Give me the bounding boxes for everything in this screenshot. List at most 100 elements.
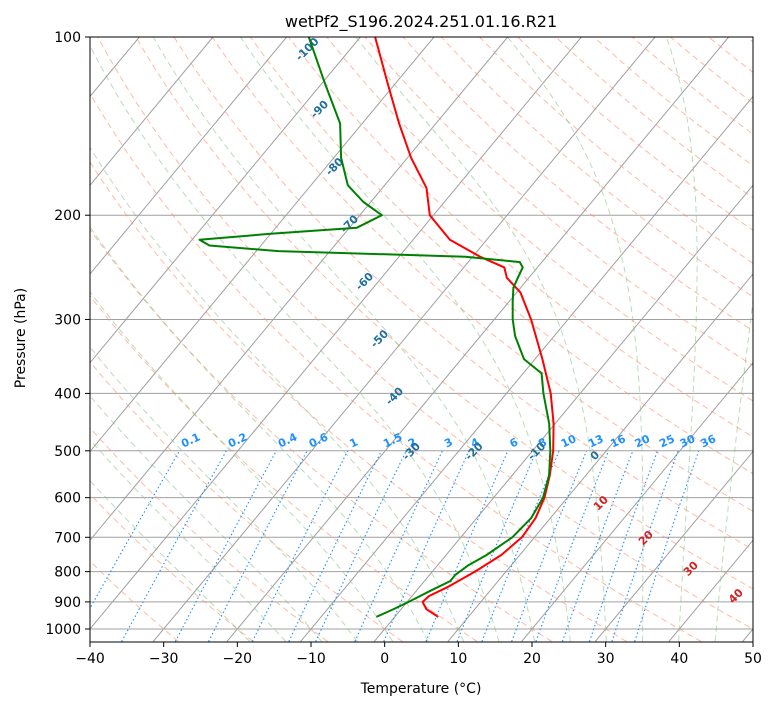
isotherm-line	[90, 37, 214, 187]
thetaw-label: 10	[591, 493, 611, 513]
mixing-ratio-line	[481, 450, 560, 642]
x-tick-label: −30	[149, 651, 179, 667]
y-tick-label: 400	[54, 386, 81, 402]
moist-adiabat	[90, 346, 358, 642]
isotherm-line	[226, 37, 730, 642]
thetae-label: -70	[338, 212, 361, 235]
thetae-label: -90	[308, 98, 331, 121]
isotherm-line	[521, 361, 753, 642]
mixing-ratio-line	[561, 450, 634, 642]
mixing-ratio-line	[535, 450, 610, 642]
mixing-ratio-line	[251, 450, 349, 642]
moist-adiabat	[90, 226, 429, 642]
chart-title: wetPf2_S196.2024.251.01.16.R21	[285, 12, 557, 32]
moist-adiabat	[90, 291, 394, 642]
profiles	[198, 37, 555, 618]
x-tick-label: 50	[744, 651, 762, 667]
isotherm-line	[90, 37, 582, 630]
moist-adiabat	[239, 37, 571, 642]
dry-adiabat	[90, 427, 329, 642]
background-lines	[0, 37, 753, 642]
y-tick-label: 800	[54, 565, 81, 581]
isotherm-line	[90, 37, 509, 542]
moist-adiabat	[665, 37, 698, 642]
moist-adiabat	[152, 37, 536, 642]
dry-adiabat	[90, 228, 553, 642]
dry-adiabat	[288, 37, 753, 438]
mixing-ratio-label: 0.4	[276, 430, 299, 450]
dry-adiabat	[90, 560, 179, 642]
y-tick-label: 200	[54, 208, 81, 224]
background-labels: 0.1 0.2 0.4 0.6 1 1.5 2 3 4 6 8 10 13 16 20 25 30 36-100-…	[179, 37, 746, 606]
mixing-ratio-line	[174, 450, 277, 642]
moist-adiabat	[507, 37, 644, 642]
mixing-ratio-label: 0.6	[307, 430, 330, 450]
mixing-ratio-label: 0.1	[179, 430, 202, 450]
mixing-ratio-line	[90, 450, 180, 610]
moist-adiabat	[90, 44, 500, 642]
isotherm-line	[90, 37, 288, 275]
mixing-ratio-line	[456, 450, 538, 642]
dry-adiabat	[97, 37, 753, 630]
thetaw-label: 40	[726, 586, 746, 606]
thetae-label: -30	[400, 440, 423, 463]
y-tick-label: 300	[54, 312, 81, 328]
dry-adiabat	[708, 37, 753, 73]
mixing-ratio-label: 10	[559, 432, 579, 450]
isotherm-line	[90, 37, 361, 364]
y-tick-label: 100	[54, 30, 81, 46]
x-tick-label: −20	[223, 651, 253, 667]
moist-adiabat	[355, 37, 607, 642]
thetae-label: -40	[383, 384, 406, 407]
mixing-ratio-line	[121, 450, 227, 642]
y-tick-label: 1000	[45, 622, 81, 638]
isotherm-line	[742, 628, 753, 642]
x-tick-label: 40	[670, 651, 688, 667]
mixing-ratio-line	[588, 450, 659, 642]
moist-adiabat	[90, 146, 464, 642]
mixing-ratio-label: 3	[442, 435, 454, 450]
plot-frame	[89, 36, 754, 643]
y-tick-label: 900	[54, 595, 81, 611]
moist-adiabat	[90, 439, 287, 642]
mixing-ratio-label: 1.5	[381, 430, 404, 450]
dewpoint-profile	[198, 37, 552, 618]
y-tick-label: 600	[54, 491, 81, 507]
y-axis-label: Pressure (hPa)	[13, 288, 29, 388]
dry-adiabat	[135, 37, 753, 590]
dry-adiabat	[670, 37, 753, 104]
isotherm-line	[594, 450, 753, 642]
thetae-label: -50	[368, 327, 391, 350]
thetaw-label: 20	[636, 528, 656, 548]
mixing-ratio-label: 6	[508, 435, 521, 450]
dry-adiabat	[440, 37, 753, 298]
dry-adiabat	[173, 37, 753, 551]
moist-adiabat	[714, 297, 753, 642]
x-axis: −40 −30 −20 −10 0 10 20 30 40 50	[75, 642, 762, 667]
dry-adiabat	[364, 37, 753, 367]
x-axis-label: Temperature (°C)	[360, 681, 482, 697]
mixing-ratio-line	[511, 450, 588, 642]
isotherm-line	[447, 273, 753, 642]
mixing-ratio-line	[425, 450, 509, 642]
isotherm-line	[152, 37, 656, 642]
isotherm-line	[0, 37, 66, 642]
isotherm-line	[300, 95, 753, 642]
mixing-ratio-label: 30	[678, 432, 698, 450]
isotherm-line	[668, 539, 753, 642]
dry-adiabat	[90, 295, 478, 642]
mixing-ratio-label: 36	[699, 432, 719, 450]
thetaw-label: 30	[681, 558, 701, 578]
mixing-ratio-label: 13	[586, 432, 605, 450]
dry-adiabat	[402, 37, 753, 332]
isotherm-line	[90, 37, 435, 453]
mixing-ratio-line	[383, 450, 470, 642]
dry-adiabat	[326, 37, 753, 402]
mixing-ratio-line	[611, 450, 679, 642]
mixing-ratio-label: 0.2	[226, 430, 249, 450]
mixing-ratio-line	[634, 450, 700, 642]
mixing-ratio-label: 25	[657, 432, 676, 450]
x-tick-label: −40	[75, 651, 105, 667]
x-tick-label: 0	[380, 651, 389, 667]
